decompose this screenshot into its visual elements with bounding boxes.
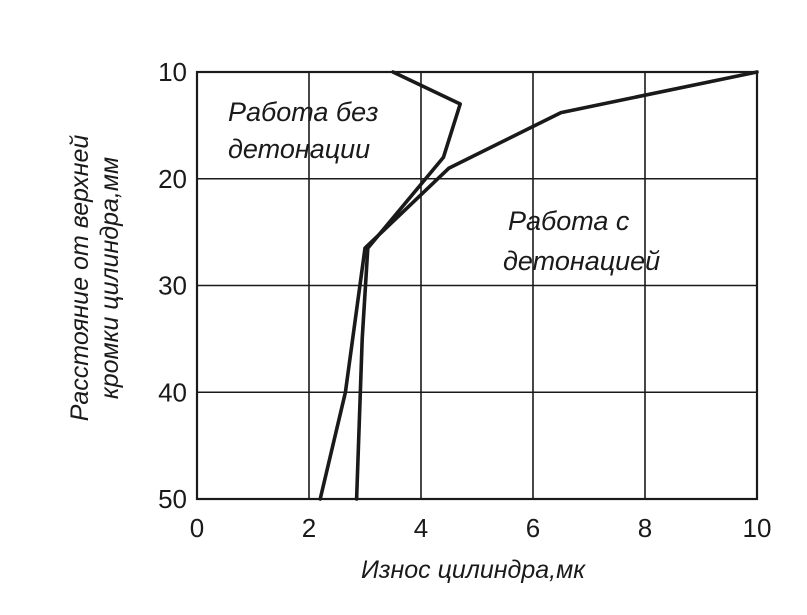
series-line-no-detonation xyxy=(354,70,463,501)
y-tick-label: 10 xyxy=(158,57,187,87)
series-line-with-detonation xyxy=(318,70,759,501)
annotation-with-detonation: Работа с детонацией xyxy=(503,206,660,276)
annotation-with-detonation-line-1: Работа с xyxy=(508,206,630,236)
y-axis-label: Расстояние от верхней кромки цилиндра,мм xyxy=(66,135,124,422)
y-axis-label-line-1: Расстояние от верхней xyxy=(66,135,94,422)
annotation-no-detonation-line-2: детонации xyxy=(228,134,370,164)
x-tick-label: 2 xyxy=(302,513,316,543)
y-tick-label: 50 xyxy=(158,484,187,514)
x-tick-labels: 0 2 4 6 8 10 xyxy=(190,513,772,543)
annotation-with-detonation-line-2: детонацией xyxy=(503,246,660,276)
y-tick-label: 40 xyxy=(158,377,187,407)
x-tick-label: 8 xyxy=(638,513,652,543)
x-tick-label: 4 xyxy=(414,513,428,543)
y-tick-label: 30 xyxy=(158,271,187,301)
grid-lines xyxy=(197,72,757,499)
x-tick-label: 0 xyxy=(190,513,204,543)
x-tick-label: 6 xyxy=(526,513,540,543)
y-axis-label-line-2: кромки цилиндра,мм xyxy=(96,157,124,399)
y-tick-label: 20 xyxy=(158,164,187,194)
annotation-no-detonation-line-1: Работа без xyxy=(228,97,378,127)
x-tick-label: 10 xyxy=(743,513,772,543)
annotation-no-detonation: Работа без детонации xyxy=(228,97,378,164)
series-group xyxy=(318,70,759,501)
y-tick-labels: 10 20 30 40 50 xyxy=(158,57,187,514)
plot-frame xyxy=(195,70,759,501)
x-axis-label: Износ цилиндра,мк xyxy=(361,556,586,584)
